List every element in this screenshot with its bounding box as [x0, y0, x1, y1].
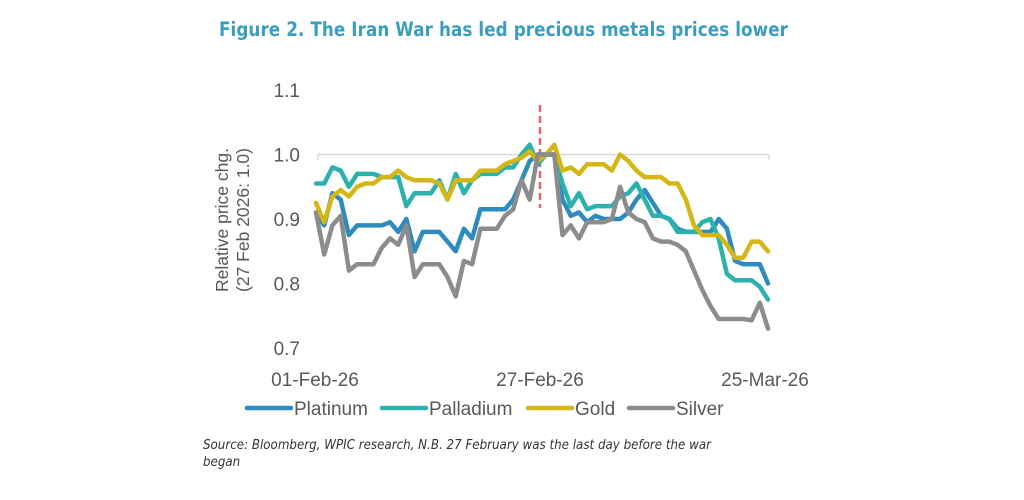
y-axis-title: Relative price chg. (27 Feb 2026: 1.0) — [212, 148, 253, 292]
y-tick-label: 1.0 — [274, 146, 300, 167]
series-line-silver — [313, 152, 771, 331]
series-lines — [313, 142, 771, 331]
legend-label-palladium: Palladium — [429, 399, 512, 420]
x-tick-label: 27-Feb-26 — [496, 370, 584, 391]
legend-label-gold: Gold — [575, 399, 615, 420]
figure-title: Figure 2. The Iran War has led precious … — [218, 18, 789, 41]
y-axis-title-line-2: (27 Feb 2026: 1.0) — [233, 148, 253, 292]
y-tick-label: 0.9 — [274, 210, 300, 231]
series-line-platinum — [313, 152, 771, 286]
x-tick-label: 25-Mar-26 — [721, 370, 809, 391]
y-tick-label: 0.8 — [274, 275, 300, 296]
source-note: Source: Bloomberg, WPIC research, N.B. 2… — [203, 437, 712, 470]
x-tick-label: 01-Feb-26 — [271, 370, 359, 391]
y-axis-ticks: 0.7 0.8 0.9 1.0 1.1 — [274, 81, 300, 360]
legend-label-silver: Silver — [676, 399, 724, 420]
y-tick-label: 0.7 — [274, 339, 300, 360]
y-tick-label: 1.1 — [274, 81, 300, 102]
series-line-gold — [313, 142, 771, 260]
x-axis-ticks: 01-Feb-26 27-Feb-26 25-Mar-26 — [271, 370, 809, 391]
legend-label-platinum: Platinum — [294, 399, 368, 420]
y-axis-title-line-1: Relative price chg. — [212, 148, 232, 292]
legend: Platinum Palladium Gold Silver — [244, 399, 724, 420]
